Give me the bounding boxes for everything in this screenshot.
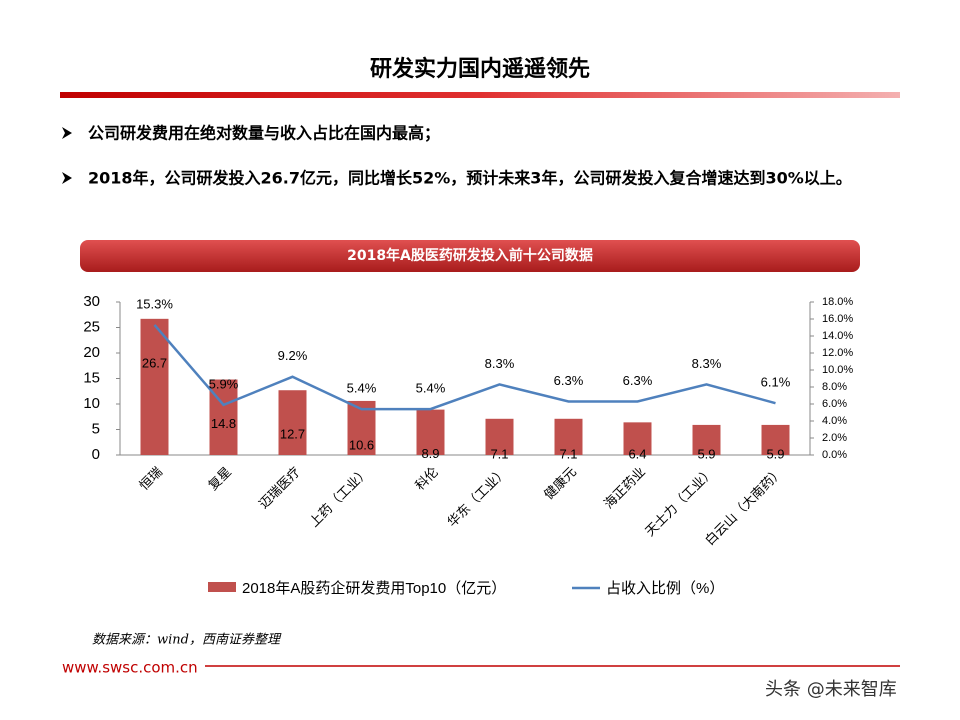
bar-label: 5.9	[766, 446, 784, 461]
bullet: 2018年，公司研发投入26.7亿元，同比增长52%，预计未来3年，公司研发投入…	[88, 169, 852, 188]
x-tick-label: 迈瑞医疗	[256, 465, 303, 512]
watermark: 头条 @未来智库	[765, 679, 897, 700]
y-tick-label: 5	[92, 420, 100, 437]
line-label: 6.3%	[623, 373, 653, 388]
bar-label: 10.6	[349, 437, 374, 452]
y2-tick-label: 16.0%	[822, 313, 853, 325]
bar-label: 12.7	[280, 427, 305, 442]
chart-banner	[80, 240, 860, 272]
y2-tick-label: 12.0%	[822, 347, 853, 359]
y-tick-label: 25	[83, 318, 100, 335]
bar-label: 26.7	[142, 355, 167, 370]
y2-tick-label: 8.0%	[822, 381, 847, 393]
bar-label: 7.1	[559, 446, 577, 461]
bar-label: 5.9	[697, 446, 715, 461]
line	[153, 324, 776, 411]
y2-tick-label: 2.0%	[822, 432, 847, 444]
x-tick-label: 天士力（工业）	[643, 465, 718, 540]
title: 研发实力国内遥遥领先	[370, 56, 590, 82]
bar	[278, 390, 307, 455]
x-tick-label: 科伦	[413, 465, 442, 494]
x-tick-label: 健康元	[541, 464, 580, 503]
line-label: 8.3%	[692, 356, 722, 371]
bar	[209, 379, 238, 455]
y2-tick-label: 10.0%	[822, 364, 853, 376]
legend-swatch	[208, 582, 236, 592]
x-tick-label: 华东（工业）	[445, 465, 511, 531]
title-rule	[60, 92, 900, 98]
y-tick-label: 10	[83, 395, 100, 412]
bar	[692, 424, 721, 455]
bullet: 公司研发费用在绝对数量与收入占比在国内最高；	[88, 124, 440, 143]
bar	[623, 422, 652, 455]
legend-label: 占收入比例（%）	[606, 580, 724, 597]
legend-label: 2018年A股药企研发费用Top10（亿元）	[242, 579, 506, 597]
x-tick-label: 复星	[206, 465, 235, 494]
x-tick-label: 上药（工业）	[307, 465, 373, 531]
y2-tick-label: 4.0%	[822, 415, 847, 427]
bar	[416, 409, 445, 455]
y-tick-label: 15	[83, 369, 100, 386]
x-tick-label: 海正药业	[601, 465, 648, 512]
chart: 0 5 10 15 20 25 30 0.0% 2.0% 4.0% 6.0% 8.0% 10.0% 12.…	[83, 293, 853, 597]
footer-url: www.swsc.com.cn	[62, 659, 198, 677]
bar-label: 6.4	[628, 446, 646, 461]
x-tick-label: 恒瑞	[137, 465, 166, 494]
y2-tick-label: 18.0%	[822, 296, 853, 308]
line-label: 9.2%	[278, 348, 308, 363]
bar-label: 8.9	[421, 446, 439, 461]
chart-title: 2018年A股医药研发投入前十公司数据	[347, 247, 593, 264]
bar-label: 7.1	[490, 446, 508, 461]
source: 数据来源：wind，西南证券整理	[92, 633, 282, 648]
y2-tick-label: 0.0%	[822, 449, 847, 461]
bar	[140, 318, 169, 455]
bullet-icon	[62, 127, 72, 139]
line-label: 5.9%	[209, 376, 239, 391]
line-label: 6.3%	[554, 373, 584, 388]
line-label: 5.4%	[416, 381, 446, 396]
line-label: 8.3%	[485, 356, 515, 371]
line-label: 5.4%	[347, 381, 377, 396]
y-tick-label: 0	[92, 446, 100, 463]
y2-tick-label: 14.0%	[822, 330, 853, 342]
bullet-icon	[62, 172, 72, 184]
y-tick-label: 20	[83, 344, 100, 361]
line-label: 6.1%	[761, 375, 791, 390]
bar-label: 14.8	[211, 416, 236, 431]
bar	[554, 418, 583, 455]
y2-tick-label: 6.0%	[822, 398, 847, 410]
y-tick-label: 30	[83, 293, 100, 310]
bar	[485, 418, 514, 455]
line-label: 15.3%	[136, 296, 173, 311]
bar	[761, 424, 790, 455]
